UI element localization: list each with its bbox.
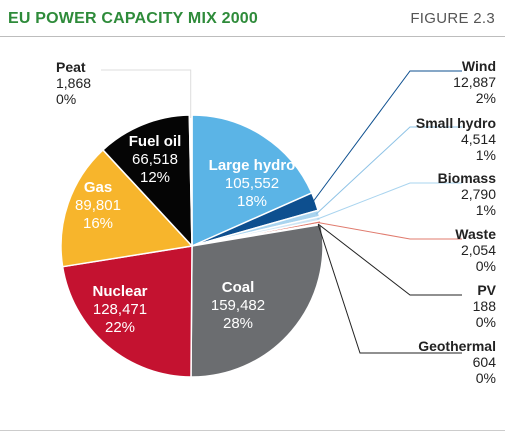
pv-percent: 0% <box>476 314 496 330</box>
waste-leader-line <box>317 222 462 240</box>
fuel-oil-percent: 12% <box>140 169 170 186</box>
wind-percent: 2% <box>476 90 496 106</box>
pie-slice-gas <box>60 148 194 268</box>
fuel-oil-value: 66,518 <box>132 151 178 168</box>
fuel-oil-label: Fuel oil <box>129 133 182 150</box>
small-hydro-value: 4,514 <box>461 131 496 147</box>
pie-slice-coal <box>190 223 324 378</box>
small-hydro-label: Small hydro <box>416 115 496 131</box>
biomass-label: Biomass <box>438 170 497 186</box>
biomass-percent: 1% <box>476 202 496 218</box>
chart-title: EU POWER CAPACITY MIX 2000 <box>8 10 258 27</box>
small-hydro-percent: 1% <box>476 147 496 163</box>
peat-leader-line <box>101 69 192 118</box>
pie-slice-fuel-oil <box>101 114 193 248</box>
gas-percent: 16% <box>83 215 113 232</box>
nuclear-value: 128,471 <box>93 301 147 318</box>
wind-label: Wind <box>462 58 496 74</box>
gas-value: 89,801 <box>75 197 121 214</box>
waste-label: Waste <box>455 226 496 242</box>
pv-label: PV <box>477 282 496 298</box>
peat-label: Peat <box>56 59 86 75</box>
coal-label: Coal <box>222 279 255 296</box>
geothermal-percent: 0% <box>476 370 496 386</box>
biomass-value: 2,790 <box>461 186 496 202</box>
large-hydro-label: Large hydro <box>209 157 296 174</box>
pie-slice-nuclear <box>61 245 193 378</box>
waste-percent: 0% <box>476 258 496 274</box>
peat-value: 1,868 <box>56 75 91 91</box>
waste-value: 2,054 <box>461 242 496 258</box>
coal-value: 159,482 <box>211 297 265 314</box>
pv-leader-line <box>317 223 462 296</box>
nuclear-label: Nuclear <box>92 283 147 300</box>
pie-slice-large-hydro <box>191 114 313 248</box>
large-hydro-value: 105,552 <box>225 175 279 192</box>
gas-label: Gas <box>84 179 112 196</box>
geothermal-value: 604 <box>473 354 497 370</box>
geothermal-label: Geothermal <box>418 338 496 354</box>
figure-label: FIGURE 2.3 <box>410 10 495 27</box>
peat-percent: 0% <box>56 91 76 107</box>
nuclear-percent: 22% <box>105 319 135 336</box>
title-divider <box>0 36 505 37</box>
geothermal-leader-line <box>317 224 462 354</box>
small-hydro-leader-line <box>315 126 462 215</box>
coal-percent: 28% <box>223 315 253 332</box>
pv-value: 188 <box>473 298 497 314</box>
wind-value: 12,887 <box>453 74 496 90</box>
biomass-leader-line <box>317 182 462 220</box>
wind-leader-line <box>311 70 462 203</box>
large-hydro-percent: 18% <box>237 193 267 210</box>
